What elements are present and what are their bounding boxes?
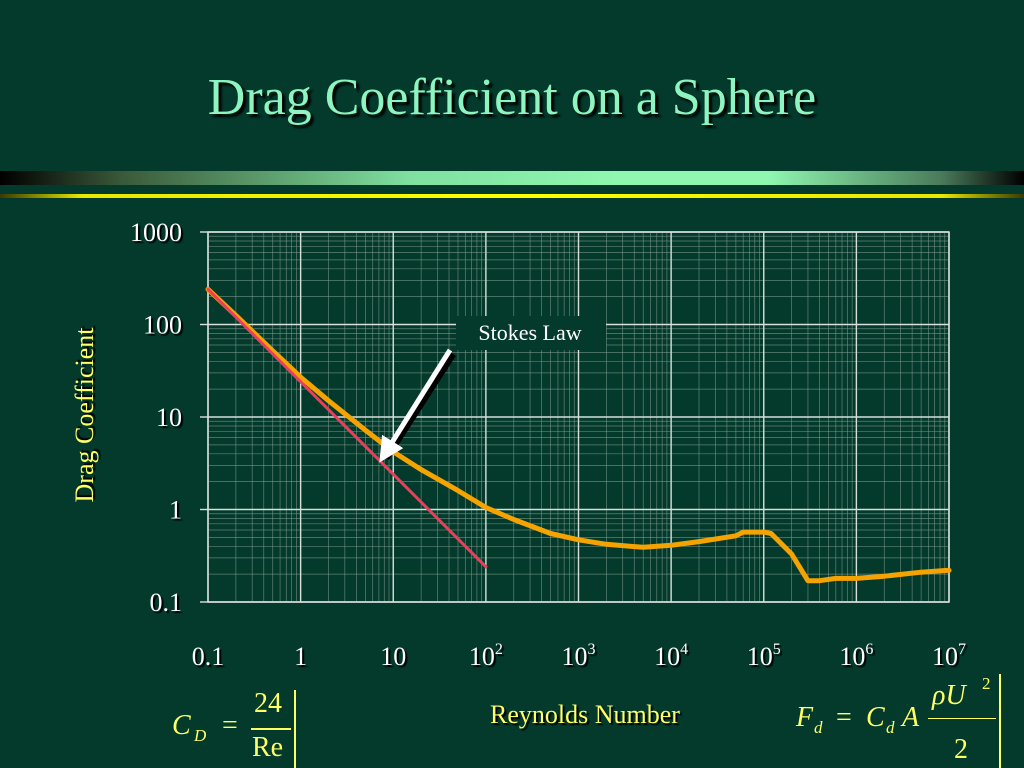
major-grid [200,231,950,603]
y-tick-label: 1000 [130,218,182,247]
formula-right-bracket [999,674,1001,768]
x-tick-label: 107 [932,641,966,671]
y-axis-label: Drag Coefficient [70,327,99,503]
formula-left-num: 24 [254,688,282,719]
formula-right-fraction-bar [928,718,996,719]
formula-right-den: 2 [954,734,968,765]
formula-left-lhs-sub: D [194,726,207,745]
formula-right-lhs-sub: d [814,718,823,737]
formula-left-fraction-bar [251,728,291,730]
slide-title: Drag Coefficient on a Sphere [207,69,817,126]
drag-force-formula: F d = C d A ρU 2 2 [796,672,1006,768]
y-tick-labels: 1000 100 10 1 0.1 [130,218,182,617]
title-divider-line [0,194,1024,198]
x-tick-label: 102 [469,641,503,671]
y-tick-label: 10 [156,403,182,432]
x-tick-labels: 0.1 1 10 102 103 104 105 106 107 [192,641,966,671]
y-tick-label: 100 [143,311,182,340]
annotation-stokes-law: Stokes Law [478,320,581,345]
drag-curve-line [205,286,952,584]
formula-right-a: A [902,702,920,733]
x-tick-label: 104 [654,641,688,671]
y-tick-label: 0.1 [150,588,183,617]
formula-right-lhs: F [796,702,814,733]
formula-right-eq: = [836,702,852,733]
x-axis-label: Reynolds Number [490,700,680,729]
annotation-label-bg [456,316,606,350]
formula-left-eq: = [222,710,238,741]
formula-left-lhs: C [172,710,191,741]
x-tick-label: 10 [380,642,406,671]
x-tick-label: 106 [839,641,873,671]
x-tick-label: 103 [562,641,596,671]
series-layer [205,286,952,584]
formula-right-num: ρU [932,680,966,711]
x-tick-label: 105 [747,641,781,671]
formula-left-bracket [294,690,296,768]
formula-left-den: Re [252,732,284,763]
y-tick-label: 1 [169,496,182,525]
formula-right-c-sub: d [886,718,895,737]
x-tick-label: 1 [294,642,307,671]
formula-right-c: C [866,702,885,733]
stokes-law-line [206,287,488,569]
formula-right-num-sup: 2 [982,674,991,693]
x-tick-label: 0.1 [192,642,225,671]
stokes-law-arrow [379,348,453,463]
stokes-formula: C D = 24 Re [172,688,302,768]
title-divider-bar [0,171,1024,185]
